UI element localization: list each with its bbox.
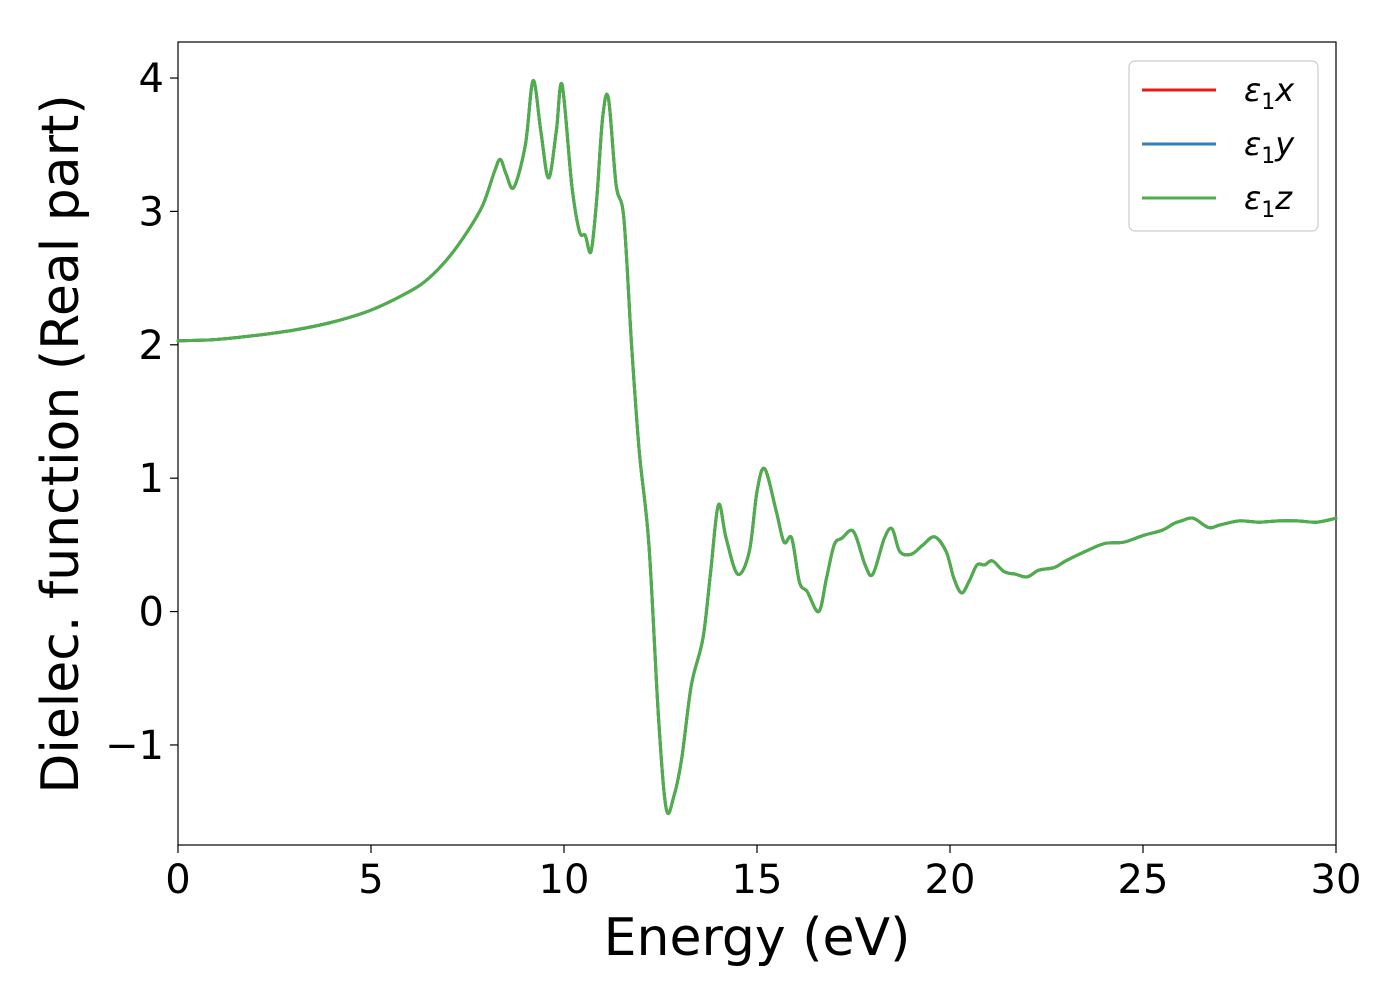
y-tick-label: 3 xyxy=(139,189,164,235)
legend-subscript: 1 xyxy=(1261,144,1275,169)
legend-variable: y xyxy=(1274,125,1295,163)
legend-symbol: ε xyxy=(1244,125,1261,163)
y-tick-label: 0 xyxy=(139,590,164,636)
series-layer xyxy=(176,79,1338,816)
x-tick-label: 30 xyxy=(1311,857,1362,903)
legend-subscript: 1 xyxy=(1261,198,1275,223)
legend-subscript: 1 xyxy=(1261,90,1275,115)
y-tick-label: 4 xyxy=(139,56,164,102)
y-axis: −1 0 1 2 3 4 xyxy=(105,56,178,769)
x-tick-label: 20 xyxy=(925,857,976,903)
legend-label-x: ε1x xyxy=(1244,71,1295,115)
y-axis-title: Dielec. function (Real part) xyxy=(31,94,91,793)
legend-symbol: ε xyxy=(1244,71,1261,109)
x-tick-label: 10 xyxy=(539,857,590,903)
legend-variable: x xyxy=(1274,71,1295,109)
legend-label-z: ε1z xyxy=(1244,179,1293,223)
series-line-z xyxy=(176,79,1338,816)
x-tick-label: 5 xyxy=(358,857,383,903)
y-tick-label: 1 xyxy=(139,456,164,502)
legend-variable: z xyxy=(1274,179,1293,217)
x-tick-label: 15 xyxy=(732,857,783,903)
x-axis: 0 5 10 15 20 25 30 xyxy=(165,845,1361,903)
y-tick-label: 2 xyxy=(139,323,164,369)
legend-symbol: ε xyxy=(1244,179,1261,217)
x-tick-label: 0 xyxy=(165,857,190,903)
y-tick-label: −1 xyxy=(105,723,164,769)
legend-label-y: ε1y xyxy=(1244,125,1295,169)
x-axis-title: Energy (eV) xyxy=(604,908,911,968)
x-tick-label: 25 xyxy=(1118,857,1169,903)
legend-frame xyxy=(1128,60,1319,232)
